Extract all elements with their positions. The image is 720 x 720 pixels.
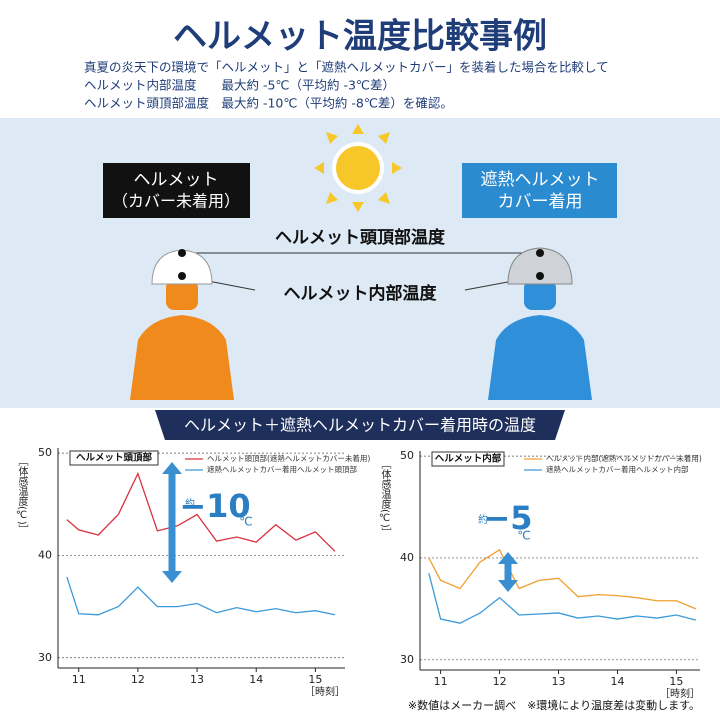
label-text: ヘルメット (134, 170, 219, 190)
footnote: ※数値はメーカー調べ ※環境により温度差は変動します。 (408, 698, 700, 712)
y-tick-label: 50 (400, 449, 414, 462)
y-tick-label: 30 (400, 653, 414, 666)
sun (314, 124, 402, 212)
label-text: （カバー未着用） (112, 192, 240, 211)
x-tick-label: 12 (131, 673, 145, 686)
label-box (462, 163, 617, 218)
y-tick-label: 50 (38, 446, 52, 459)
x-tick-label: 13 (552, 675, 566, 688)
label-text: 遮熱ヘルメット (481, 170, 600, 190)
x-tick-label: 12 (493, 675, 507, 688)
x-axis-label: ［時刻］ (305, 685, 345, 698)
person-left (130, 249, 234, 400)
x-tick-label: 14 (249, 673, 263, 686)
sun-rays (314, 124, 402, 212)
desc-line: ヘルメット内部温度 最大約 -5℃（平均約 -3℃差） (84, 78, 395, 93)
annotation-prefix: 約 (185, 497, 195, 510)
series-line (66, 576, 336, 616)
person-right (488, 247, 592, 400)
desc-line: 真夏の炎天下の環境で「ヘルメット」と「遮熱ヘルメットカバー」を装着した場合を比較… (84, 60, 609, 75)
banner-text: ヘルメット＋遮熱ヘルメットカバー着用時の温度 (184, 416, 536, 435)
x-tick-label: 11 (434, 675, 448, 688)
legend-label: ヘルメット頭頂部(遮熱ヘルメットカバー未着用) (207, 453, 370, 463)
y-axis-label: ［体感温度(℃)］ (379, 459, 391, 538)
y-axis-label: ［体感温度(℃)］ (16, 456, 28, 535)
legend-label: ヘルメット内部(遮熱ヘルメットカバー未着用) (546, 453, 702, 463)
annotation-unit: ℃ (239, 515, 252, 529)
diff-arrow-head (498, 552, 518, 564)
legend-label: 遮熱ヘルメットカバー着用ヘルメット内部 (546, 464, 689, 474)
y-tick-label: 40 (38, 548, 52, 561)
series-line (66, 471, 336, 552)
x-tick-label: 15 (669, 675, 683, 688)
diff-arrow-head (162, 462, 182, 474)
series-line (428, 548, 697, 610)
x-axis-label: ［時刻］ (660, 687, 700, 700)
label-text: ヘルメット内部温度 (284, 283, 438, 304)
banner (155, 410, 565, 440)
chart-title-box (69, 450, 159, 466)
x-tick-label: 15 (308, 673, 322, 686)
diff-arrow-head (498, 580, 518, 592)
chart-title: ヘルメット内部 (435, 453, 502, 465)
series-line (428, 573, 697, 624)
x-tick-label: 13 (190, 673, 204, 686)
sun-core (332, 142, 384, 194)
y-tick-label: 40 (400, 551, 414, 564)
label-text: ヘルメット頭頂部温度 (275, 227, 446, 248)
legend-label: 遮熱ヘルメットカバー着用ヘルメット頭頂部 (207, 464, 357, 474)
label-box (103, 163, 250, 218)
desc-line: ヘルメット頭頂部温度 最大約 -10℃（平均約 -8℃差）を確認。 (84, 96, 453, 111)
annotation-value: −5 (483, 499, 532, 537)
diff-arrow-head (162, 571, 182, 583)
y-tick-label: 30 (38, 651, 52, 664)
chart-title-box (431, 451, 505, 467)
annotation-prefix: 約 (478, 513, 488, 526)
x-tick-label: 11 (72, 673, 86, 686)
chart-title: ヘルメット頭頂部 (76, 452, 153, 464)
annotation-unit: ℃ (517, 529, 530, 543)
title: ヘルメット温度比較事例 (173, 17, 547, 57)
label-text: カバー着用 (498, 192, 583, 212)
annotation-value: −10 (179, 487, 250, 525)
x-tick-label: 14 (610, 675, 624, 688)
